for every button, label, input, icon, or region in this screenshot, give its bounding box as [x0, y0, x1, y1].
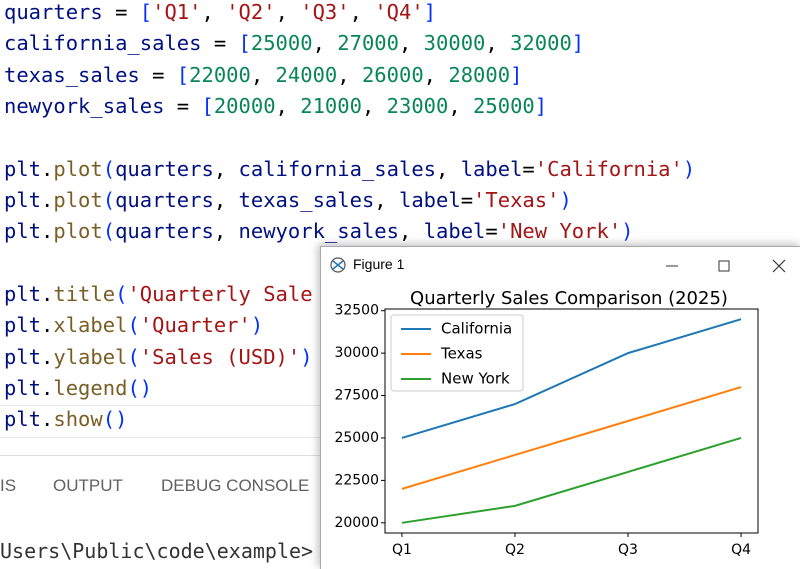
legend-label: Texas [440, 345, 483, 363]
code-line: plt.plot(quarters, texas_sales, label='T… [4, 187, 572, 212]
code-line: plt.title('Quarterly Sale [4, 282, 313, 306]
code-line: plt.legend() [4, 375, 153, 400]
code-line: plt.xlabel('Quarter') [4, 313, 264, 338]
code-line: newyork_sales = [20000, 21000, 23000, 25… [4, 93, 548, 118]
code-editor: quarters = ['Q1', 'Q2', 'Q3', 'Q4'] calif… [0, 0, 800, 438]
chart-title: Quarterly Sales Comparison (2025) [410, 288, 728, 309]
figure-window: Figure 1 Quarterly Sales Comparison (202… [320, 246, 800, 569]
x-tick-label: Q3 [618, 542, 638, 558]
code-line: texas_sales = [22000, 24000, 26000, 2800… [4, 62, 523, 87]
code-line: california_sales = [25000, 27000, 30000,… [4, 31, 585, 56]
window-icon [330, 257, 346, 273]
code-line: plt.ylabel('Sales (USD)') [4, 344, 313, 369]
y-tick-label: 22500 [334, 472, 379, 488]
y-tick-label: 32500 [334, 303, 379, 319]
chart: Quarterly Sales Comparison (2025) 20000 2… [334, 288, 759, 558]
legend-label: California [441, 320, 512, 338]
panel-tab[interactable]: IS [0, 476, 17, 495]
x-tick-label: Q4 [731, 542, 751, 558]
y-tick-label: 20000 [334, 515, 379, 531]
terminal-prompt: Users\Public\code\example> [0, 539, 314, 563]
code-line: plt.plot(quarters, newyork_sales, label=… [4, 219, 634, 244]
close-button[interactable] [772, 259, 786, 273]
line-series [401, 318, 742, 439]
window-controls [666, 259, 786, 273]
line-series [401, 386, 742, 490]
x-tick-label: Q1 [392, 542, 412, 558]
panel-tab[interactable]: OUTPUT [53, 476, 123, 495]
maximize-button[interactable] [718, 260, 730, 272]
code-line: plt.show() [4, 407, 128, 432]
window-title: Figure 1 [353, 256, 405, 272]
panel-tab[interactable]: DEBUG CONSOLE [161, 476, 310, 495]
legend-box [390, 314, 524, 392]
legend-label: New York [441, 370, 510, 388]
y-tick-label: 25000 [334, 430, 379, 446]
y-tick-label: 30000 [334, 345, 379, 361]
y-tick-label: 27500 [334, 388, 379, 404]
x-tick-label: Q2 [505, 542, 525, 558]
line-series [401, 437, 742, 524]
code-line: quarters = ['Q1', 'Q2', 'Q3', 'Q4'] [4, 0, 437, 24]
code-line: plt.plot(quarters, california_sales, lab… [4, 156, 696, 181]
